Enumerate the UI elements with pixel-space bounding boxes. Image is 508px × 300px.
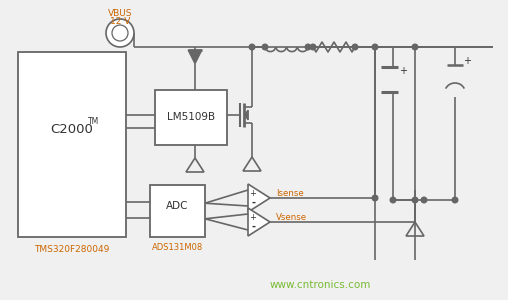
Polygon shape bbox=[248, 208, 270, 236]
Text: +: + bbox=[249, 212, 257, 221]
Circle shape bbox=[305, 44, 311, 50]
Circle shape bbox=[412, 44, 418, 50]
Circle shape bbox=[310, 44, 316, 50]
Text: ADC: ADC bbox=[166, 201, 189, 211]
Text: +: + bbox=[399, 66, 407, 76]
Circle shape bbox=[112, 25, 128, 41]
Text: 12 V: 12 V bbox=[110, 16, 130, 26]
Polygon shape bbox=[248, 184, 270, 212]
Circle shape bbox=[352, 44, 358, 50]
Text: Vsense: Vsense bbox=[276, 214, 307, 223]
Circle shape bbox=[372, 44, 378, 50]
Circle shape bbox=[421, 197, 427, 203]
Circle shape bbox=[412, 197, 418, 203]
Circle shape bbox=[390, 197, 396, 203]
Text: -: - bbox=[251, 222, 255, 232]
Text: Isense: Isense bbox=[276, 190, 304, 199]
Polygon shape bbox=[244, 110, 248, 120]
Circle shape bbox=[106, 19, 134, 47]
Bar bbox=[150, 185, 205, 237]
Text: LM5109B: LM5109B bbox=[167, 112, 215, 122]
Text: TMS320F280049: TMS320F280049 bbox=[35, 244, 110, 253]
Circle shape bbox=[372, 195, 378, 201]
Polygon shape bbox=[188, 50, 202, 64]
Bar bbox=[18, 52, 126, 237]
Circle shape bbox=[262, 44, 268, 50]
Text: www.cntronics.com: www.cntronics.com bbox=[269, 280, 371, 290]
Text: ADS131M08: ADS131M08 bbox=[152, 242, 203, 251]
Text: +: + bbox=[249, 188, 257, 197]
Bar bbox=[155, 90, 227, 145]
Text: +: + bbox=[463, 56, 471, 66]
Text: C2000: C2000 bbox=[51, 123, 93, 136]
Text: -: - bbox=[251, 198, 255, 208]
Text: VBUS: VBUS bbox=[108, 8, 132, 17]
Text: TM: TM bbox=[88, 117, 100, 126]
Circle shape bbox=[249, 44, 255, 50]
Circle shape bbox=[452, 197, 458, 203]
